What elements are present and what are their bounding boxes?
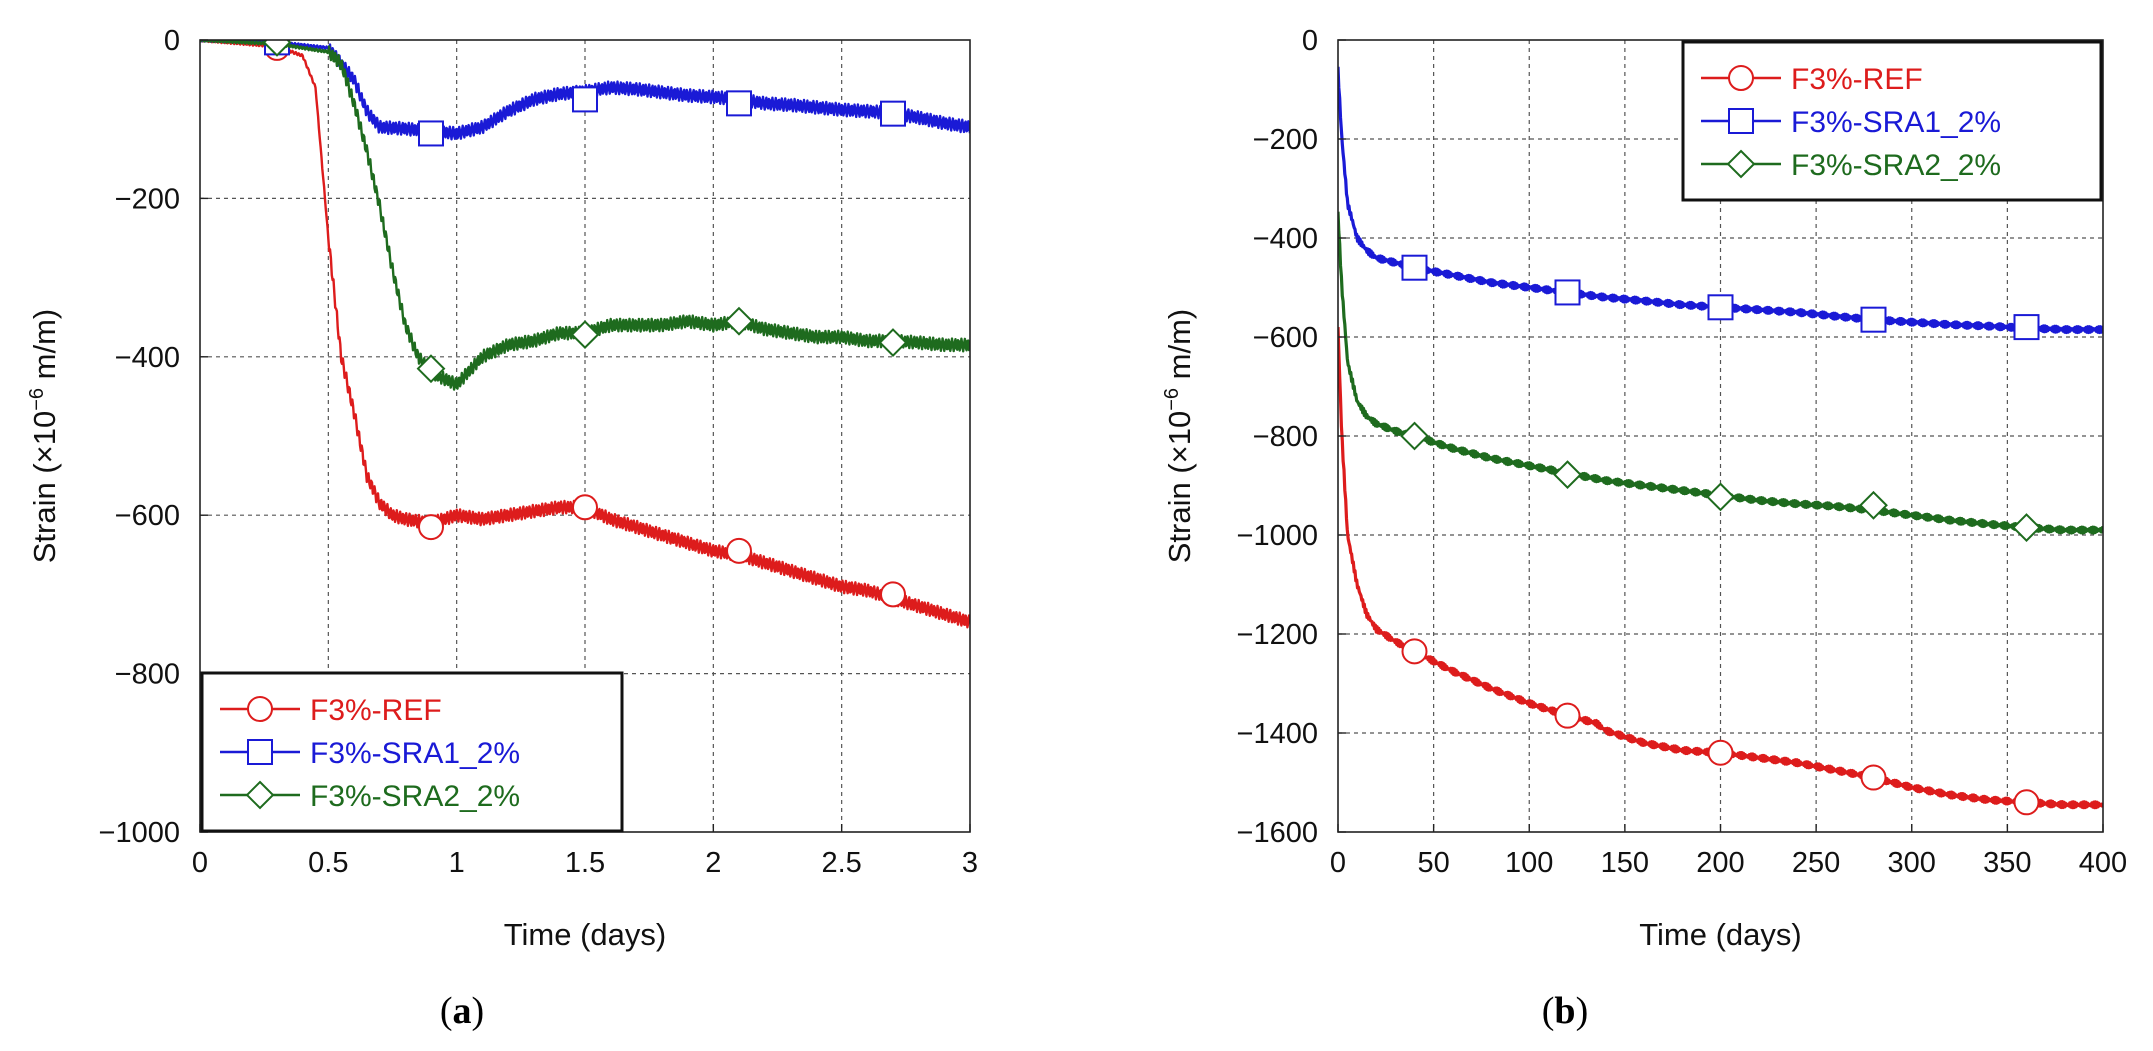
marker-b-0-0 — [1401, 638, 1428, 665]
y-tick-label-a-4: −800 — [115, 659, 180, 691]
legend-label-a-0: F3%-REF — [310, 694, 442, 727]
marker-a-2-1 — [416, 354, 446, 384]
y-axis-label-a: Strain (×10−6 m/m) — [26, 309, 62, 564]
x-tick-label-b-5: 250 — [1792, 847, 1840, 879]
y-tick-label-b-8: −1600 — [1237, 817, 1318, 849]
marker-b-2-2 — [1706, 482, 1735, 512]
y-tick-label-b-1: −200 — [1253, 124, 1318, 156]
marker-a-0-2 — [572, 494, 598, 521]
marker-a-1-1 — [418, 120, 444, 147]
x-axis-label-a: Time (days) — [504, 917, 666, 952]
legend-b: F3%-REF F3%-SRA1_2% F3%-SRA2_2% — [1681, 40, 2103, 202]
legend-label-b-2: F3%-SRA2_2% — [1791, 149, 2001, 182]
x-tick-label-b-0: 0 — [1330, 847, 1346, 879]
x-tick-label-b-8: 400 — [2079, 847, 2127, 879]
caption-a: (a) — [440, 990, 484, 1032]
y-tick-label-b-0: 0 — [1302, 25, 1318, 57]
marker-b-1-4 — [2013, 314, 2040, 341]
caption-a-letter: a — [453, 990, 472, 1032]
marker-a-2-3 — [724, 306, 754, 336]
marker-a-1-3 — [726, 90, 752, 117]
y-tick-label-b-5: −1000 — [1237, 520, 1318, 552]
marker-a-2-0 — [262, 40, 292, 57]
legend-label-b-0: F3%-REF — [1791, 63, 1923, 96]
y-tick-label-a-5: −1000 — [99, 817, 180, 849]
marker-b-2-0 — [1400, 421, 1429, 451]
x-tick-label-a-1: 0.5 — [308, 847, 348, 879]
marker-a-1-4 — [880, 100, 906, 127]
marker-b-1-0 — [1401, 254, 1428, 281]
y-axis-label-b: Strain (×10−6 m/m) — [1161, 309, 1197, 564]
x-tick-label-a-6: 3 — [962, 847, 978, 879]
marker-a-2-2 — [570, 320, 600, 350]
x-tick-label-b-1: 50 — [1417, 847, 1449, 879]
y-tick-label-b-2: −400 — [1253, 223, 1318, 255]
marker-a-0-4 — [880, 581, 906, 608]
y-tick-label-a-2: −400 — [115, 342, 180, 374]
y-axis-label-b-unit: m/m) — [1162, 309, 1197, 388]
y-axis-label-b-exp: −6 — [1161, 388, 1183, 411]
y-tick-label-b-3: −600 — [1253, 322, 1318, 354]
series-line-b-0 — [1338, 327, 2103, 810]
y-tick-label-a-3: −600 — [115, 500, 180, 532]
legend-label-b-1: F3%-SRA1_2% — [1791, 106, 2001, 139]
marker-a-0-1 — [418, 514, 444, 541]
marker-a-1-2 — [572, 86, 598, 113]
x-tick-label-a-4: 2 — [705, 847, 721, 879]
chart-panel-a: 0 0.5 1 1.5 2 2.5 3 0 −200 −400 −600 −800 −1000 Time… — [26, 25, 978, 1032]
caption-b: (b) — [1542, 990, 1588, 1032]
marker-b-0-1 — [1554, 702, 1581, 729]
x-tick-label-b-6: 300 — [1888, 847, 1936, 879]
y-tick-label-b-4: −800 — [1253, 421, 1318, 453]
y-tick-label-a-1: −200 — [115, 183, 180, 215]
marker-b-1-2 — [1707, 294, 1734, 321]
legend-a: F3%-REF F3%-SRA1_2% F3%-SRA2_2% — [200, 671, 624, 833]
y-axis-label-b-main: Strain (×10 — [1162, 411, 1197, 564]
x-tick-label-b-2: 100 — [1505, 847, 1553, 879]
x-axis-label-b: Time (days) — [1639, 917, 1801, 952]
legend-label-a-2: F3%-SRA2_2% — [310, 780, 520, 813]
y-axis-label-a-main: Strain (×10 — [27, 411, 62, 564]
series-clip-a — [200, 40, 970, 629]
marker-b-1-3 — [1860, 306, 1887, 333]
chart-panel-b: 0 50 100 150 200 250 300 350 400 0 −200 −400 −600 −80… — [1161, 25, 2127, 1032]
legend-marker-b-2 — [1726, 149, 1756, 179]
series-a — [200, 40, 970, 629]
marker-b-1-1 — [1554, 279, 1581, 306]
marker-b-2-4 — [2012, 513, 2041, 542]
marker-a-2-4 — [878, 328, 908, 357]
x-tick-label-b-7: 350 — [1983, 847, 2031, 879]
marker-b-2-3 — [1859, 490, 1888, 520]
marker-a-0-3 — [726, 537, 752, 564]
y-axis-label-a-unit: m/m) — [27, 309, 62, 388]
legend-marker-a-0 — [247, 696, 273, 722]
y-axis-label-a-exp: −6 — [26, 388, 48, 411]
legend-marker-b-1 — [1728, 108, 1754, 134]
y-tick-label-a-0: 0 — [164, 25, 180, 57]
caption-b-letter: b — [1554, 990, 1575, 1032]
x-tick-label-a-5: 2.5 — [822, 847, 862, 879]
marker-b-0-3 — [1860, 764, 1887, 791]
series-clip-b — [1338, 66, 2103, 816]
y-tick-label-b-7: −1400 — [1237, 718, 1318, 750]
legend-marker-b-0 — [1728, 65, 1754, 91]
legend-label-a-1: F3%-SRA1_2% — [310, 737, 520, 770]
marker-b-0-4 — [2013, 789, 2040, 816]
series-b — [1338, 66, 2103, 816]
x-tick-label-a-0: 0 — [192, 847, 208, 879]
legend-marker-a-2 — [245, 780, 275, 810]
x-tick-label-a-3: 1.5 — [565, 847, 605, 879]
x-tick-label-b-3: 150 — [1601, 847, 1649, 879]
x-tick-label-a-2: 1 — [449, 847, 465, 879]
y-tick-label-b-6: −1200 — [1237, 619, 1318, 651]
marker-b-2-1 — [1553, 460, 1582, 490]
x-tick-label-b-4: 200 — [1696, 847, 1744, 879]
tick-labels-b: 0 50 100 150 200 250 300 350 400 0 −200 −400 −600 −80… — [1237, 25, 2128, 879]
tick-labels-a: 0 0.5 1 1.5 2 2.5 3 0 −200 −400 −600 −800 −1000 — [99, 25, 979, 879]
legend-marker-a-1 — [247, 739, 273, 765]
marker-b-0-2 — [1707, 739, 1734, 766]
